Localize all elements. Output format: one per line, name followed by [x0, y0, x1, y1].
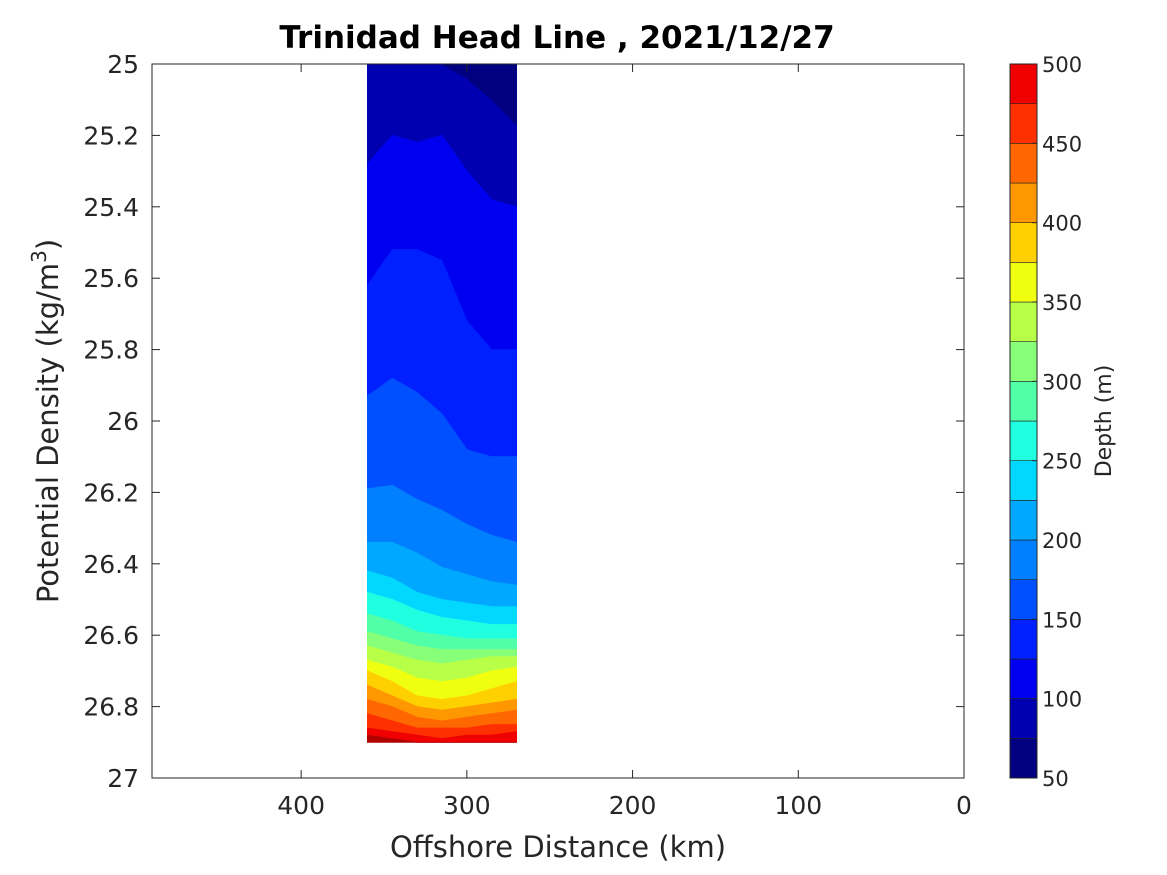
colorbar-band: [1009, 222, 1038, 263]
x-tick-label: 0: [956, 791, 972, 820]
colorbar-band: [1009, 381, 1038, 422]
colorbar-band: [1009, 182, 1038, 223]
colorbar-label: Depth (m): [1092, 365, 1117, 478]
y-tick-label: 26: [107, 407, 139, 436]
colorbar-tick-label: 200: [1042, 529, 1082, 553]
colorbar-tick-label: 500: [1042, 53, 1082, 77]
colorbar-tick-label: 150: [1042, 608, 1082, 632]
y-axis-label-main: Potential Density (kg/m: [31, 263, 65, 603]
y-tick-label: 26.4: [83, 550, 139, 579]
y-tick-label: 25: [107, 50, 139, 79]
y-axis-label: Potential Density (kg/m3): [27, 239, 65, 603]
x-axis-label: Offshore Distance (km): [390, 830, 726, 864]
colorbar-band: [1009, 420, 1038, 461]
colorbar-tick-label: 300: [1042, 370, 1082, 394]
colorbar-band: [1009, 262, 1038, 303]
x-tick-label: 200: [609, 791, 657, 820]
chart-title: Trinidad Head Line , 2021/12/27: [279, 20, 834, 56]
colorbar-tick-label: 450: [1042, 132, 1082, 156]
colorbar-band: [1009, 301, 1038, 342]
colorbar-band: [1009, 579, 1038, 620]
y-tick-label: 25.8: [83, 336, 139, 365]
colorbar-band: [1009, 63, 1038, 104]
y-tick-label: 25.4: [83, 193, 139, 222]
colorbar: 50 100 150 200 250 300 350 400 450 500: [1009, 53, 1082, 791]
colorbar-tick-label: 350: [1042, 291, 1082, 315]
x-tick-label: 300: [443, 791, 491, 820]
colorbar-band: [1009, 738, 1038, 779]
y-tick-label: 26.8: [83, 693, 139, 722]
colorbar-band: [1009, 341, 1038, 382]
y-tick-label: 25.6: [83, 264, 139, 293]
colorbar-tick-label: 100: [1042, 688, 1082, 712]
colorbar-tick-label: 50: [1042, 767, 1069, 791]
colorbar-band: [1009, 500, 1038, 541]
colorbar-band: [1009, 460, 1038, 501]
colorbar-band: [1009, 539, 1038, 580]
plot-area: [152, 64, 964, 778]
contour-fill-layer: [366, 63, 517, 743]
x-tick-label: 400: [277, 791, 325, 820]
colorbar-frame: [1009, 63, 1038, 779]
colorbar-band: [1009, 143, 1038, 184]
x-tick-label: 100: [774, 791, 822, 820]
colorbar-band: [1009, 619, 1038, 660]
colorbar-band: [1009, 103, 1038, 144]
y-tick-label: 26.2: [83, 478, 139, 507]
y-tick-label: 27: [107, 764, 139, 793]
y-tick-label: 26.6: [83, 621, 139, 650]
colorbar-tick-label: 400: [1042, 212, 1082, 236]
y-axis-label-superscript: 3: [27, 250, 51, 263]
y-tick-label: 25.2: [83, 121, 139, 150]
contour-band: [366, 734, 517, 743]
axis-ticks: 400 300 200 100 0 25 25.2 25.4 25.6 25.8 26 26.2 26.…: [83, 50, 972, 820]
colorbar-band: [1009, 658, 1038, 699]
colorbar-tick-label: 250: [1042, 450, 1082, 474]
colorbar-band: [1009, 698, 1038, 739]
y-axis-label-close: ): [31, 239, 65, 250]
